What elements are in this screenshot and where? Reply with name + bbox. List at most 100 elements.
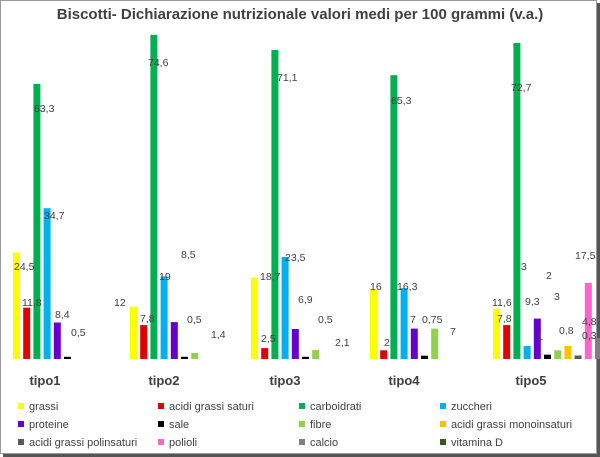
category-label-tipo2: tipo2 — [148, 373, 179, 388]
data-label-zuccheri-tipo2: 19 — [159, 271, 171, 283]
data-label-proteine-tipo2: 8,5 — [181, 249, 196, 261]
bar-carboidrati-tipo2 — [150, 34, 158, 360]
legend-label-fibre: fibre — [310, 419, 331, 431]
legend-label-polioli: polioli — [169, 437, 197, 449]
legend-swatch-acidi-grassi-polinsaturi — [18, 439, 24, 445]
bar-carboidrati-tipo3 — [271, 50, 279, 359]
data-label-polioli-tipo5: 17,5 — [575, 250, 596, 262]
bar-sale-tipo4 — [421, 355, 428, 359]
bar-zuccheri-tipo2 — [160, 276, 168, 359]
data-label-vitamina-d-tipo5: 0,3 — [582, 330, 597, 342]
data-label-acidi-grassi-saturi-tipo1: 11,8 — [22, 297, 42, 309]
legend-label-calcio: calcio — [310, 437, 338, 449]
data-label-acidi-grassi-saturi-tipo3: 2,5 — [261, 333, 276, 345]
legend-swatch-carboidrati — [299, 403, 305, 409]
data-label-grassi-tipo1: 24,5 — [14, 261, 35, 273]
bar-carboidrati-tipo5 — [513, 43, 521, 359]
legend-item-acidi-grassi-monoinsaturi: acidi grassi monoinsaturi — [440, 419, 572, 431]
bar-sale-tipo2 — [181, 356, 188, 359]
bar-proteine-tipo2 — [170, 322, 178, 359]
bar-acidi-grassi-polinsaturi-tipo5 — [574, 355, 582, 359]
data-label-sale-tipo2: 0,5 — [187, 314, 202, 326]
legend-item-proteine: proteine — [18, 419, 69, 431]
plot-area: 24,511,863,334,78,40,5127,874,6198,50,51… — [13, 34, 600, 360]
legend-item-sale: sale — [158, 419, 189, 431]
bar-zuccheri-tipo5 — [523, 346, 531, 359]
category-label-tipo5: tipo5 — [515, 373, 546, 388]
data-label-acidi-grassi-saturi-tipo2: 7,8 — [140, 313, 155, 325]
category-axis-labels: tipo1 tipo2 tipo3 tipo4 tipo5 — [29, 373, 546, 388]
bar-sale-tipo1 — [64, 356, 71, 359]
bar-proteine-tipo3 — [291, 329, 299, 359]
data-label-fibre-tipo3: 2,1 — [335, 337, 350, 349]
bar-acidi-grassi-saturi-tipo3 — [261, 348, 269, 359]
bar-polioli-tipo5 — [584, 282, 592, 359]
legend-swatch-grassi — [18, 403, 24, 409]
legend-swatch-acidi-grassi-saturi — [158, 403, 164, 409]
data-label-grassi-tipo5: 11,6 — [492, 297, 512, 309]
data-label-acidi-grassi-saturi-tipo4: 2 — [384, 337, 390, 349]
bar-acidi-grassi-saturi-tipo5 — [503, 325, 511, 359]
legend-swatch-polioli — [158, 439, 164, 445]
legend-swatch-fibre — [299, 421, 305, 427]
legend-label-acidi-grassi-saturi: acidi grassi saturi — [169, 401, 254, 413]
data-label-sale-tipo3: 0,5 — [318, 314, 333, 326]
legend-item-acidi-grassi-saturi: acidi grassi saturi — [158, 401, 254, 413]
bar-sale-tipo3 — [302, 356, 309, 359]
data-label-acidi-grassi-saturi-tipo5: 7,8 — [497, 313, 512, 325]
legend-swatch-vitamina-d — [440, 439, 446, 445]
data-label-carboidrati-tipo5: 72,7 — [511, 82, 532, 94]
data-label-proteine-tipo5: 9,3 — [525, 296, 540, 308]
bar-zuccheri-tipo4 — [400, 288, 408, 359]
data-label-grassi-tipo2: 12 — [114, 297, 126, 309]
data-label-fibre-tipo2: 1,4 — [211, 329, 226, 341]
bar-grassi-tipo2 — [130, 306, 137, 359]
legend-item-acidi-grassi-polinsaturi: acidi grassi polinsaturi — [18, 437, 137, 449]
category-label-tipo3: tipo3 — [269, 373, 300, 388]
bar-acidi-grassi-saturi-tipo1 — [23, 307, 31, 359]
data-label-calcio-tipo5: 4,8 — [582, 316, 597, 328]
legend-item-fibre: fibre — [299, 419, 331, 431]
data-label-carboidrati-tipo2: 74,6 — [148, 57, 169, 69]
legend-label-carboidrati: carboidrati — [310, 401, 361, 413]
data-label-fibre-tipo5: 2 — [546, 270, 552, 282]
data-label-fibre-tipo4: 7 — [450, 326, 456, 338]
legend-label-sale: sale — [169, 419, 189, 431]
legend-item-vitamina-d: vitamina D — [440, 437, 503, 449]
bar-grassi-tipo1 — [13, 252, 20, 359]
data-label-acidi-grassi-polinsaturi-tipo5: 0,8 — [559, 325, 574, 337]
bar-acidi-grassi-monoinsaturi-tipo5 — [564, 346, 572, 359]
legend: grassi acidi grassi saturi carboidrati zucc… — [18, 401, 572, 449]
data-label-acidi-grassi-monoinsaturi-tipo5: 3 — [554, 291, 560, 303]
data-label-proteine-tipo4: 7 — [410, 314, 416, 326]
data-label-zuccheri-tipo1: 34,7 — [44, 210, 65, 222]
data-label-sale-tipo1: 0,5 — [71, 327, 86, 339]
category-label-tipo1: tipo1 — [29, 373, 60, 388]
legend-swatch-calcio — [299, 439, 305, 445]
data-label-carboidrati-tipo4: 65,3 — [391, 95, 412, 107]
bar-proteine-tipo5 — [533, 318, 541, 359]
legend-swatch-sale — [158, 421, 164, 427]
bar-grassi-tipo4 — [370, 289, 377, 359]
bar-zuccheri-tipo1 — [43, 208, 51, 359]
legend-swatch-proteine — [18, 421, 24, 427]
legend-item-zuccheri: zuccheri — [440, 401, 492, 413]
data-label-carboidrati-tipo3: 71,1 — [277, 72, 298, 84]
bar-grassi-tipo3 — [251, 277, 258, 359]
bar-acidi-grassi-saturi-tipo4 — [380, 350, 388, 359]
legend-item-polioli: polioli — [158, 437, 197, 449]
legend-item-calcio: calcio — [299, 437, 338, 449]
data-label-proteine-tipo3: 6,9 — [298, 294, 313, 306]
data-label-zuccheri-tipo3: 23,5 — [285, 252, 306, 264]
legend-label-grassi: grassi — [29, 401, 58, 413]
legend-item-grassi: grassi — [18, 401, 58, 413]
bar-proteine-tipo1 — [53, 322, 61, 359]
data-label-sale-tipo4: 0,75 — [422, 314, 443, 326]
bar-carboidrati-tipo1 — [33, 83, 41, 360]
bar-fibre-tipo3 — [312, 349, 320, 359]
bar-fibre-tipo5 — [554, 350, 562, 359]
data-label-zuccheri-tipo4: 16,3 — [397, 281, 418, 293]
data-label-proteine-tipo1: 8,4 — [55, 309, 70, 321]
legend-label-zuccheri: zuccheri — [451, 401, 492, 413]
